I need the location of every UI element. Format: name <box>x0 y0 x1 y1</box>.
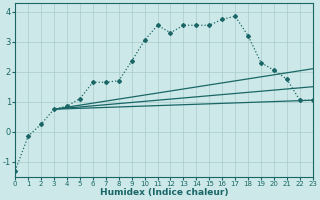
X-axis label: Humidex (Indice chaleur): Humidex (Indice chaleur) <box>100 188 228 197</box>
